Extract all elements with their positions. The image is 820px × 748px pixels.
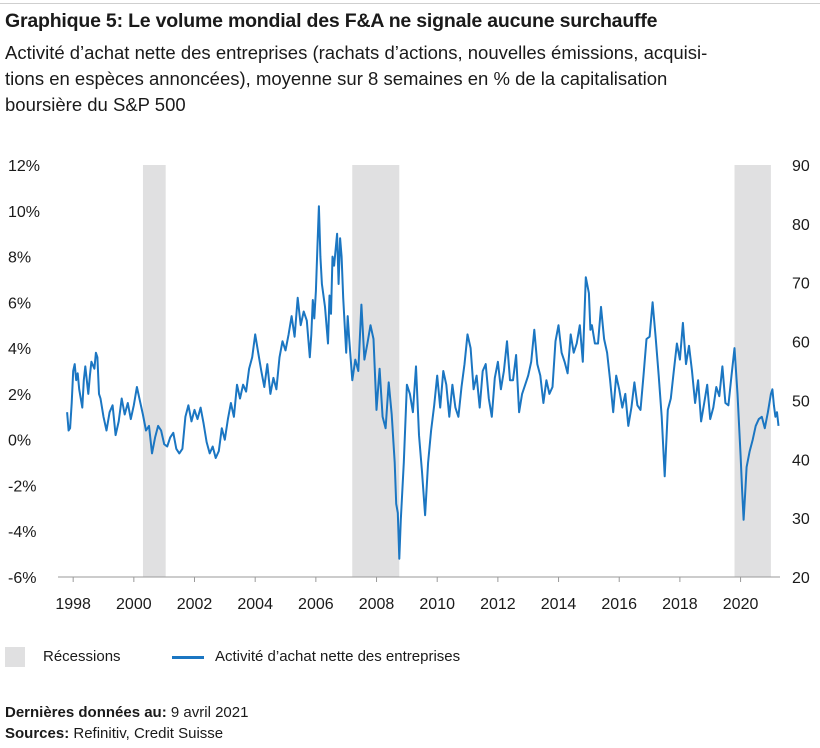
y-tick-label: -6% — [8, 570, 36, 587]
x-tick-label: 2002 — [177, 596, 213, 613]
chart-title: Graphique 5: Le volume mondial des F&A n… — [5, 10, 658, 32]
axes — [58, 576, 780, 582]
subtitle-line: tions en espèces annoncées), moyenne sur… — [5, 68, 668, 89]
x-tick-label: 2008 — [359, 596, 395, 613]
y-tick-label: 2% — [8, 387, 31, 404]
last-data-label: Dernières données au: — [5, 704, 167, 721]
legend-series-swatch — [172, 656, 204, 659]
y-tick-label: 10% — [8, 204, 40, 221]
y-right-tick-label: 40 — [792, 452, 810, 469]
y-right-tick-label: 50 — [792, 393, 810, 410]
subtitle-line: Activité d’achat nette des entreprises (… — [5, 42, 708, 63]
recession-band — [734, 165, 771, 577]
y-right-tick-label: 90 — [792, 158, 810, 175]
legend-recession-label: Récessions — [43, 648, 121, 665]
y-tick-label: 12% — [8, 158, 40, 175]
x-tick-label: 2010 — [419, 596, 455, 613]
recession-bands — [142, 165, 771, 577]
legend-recession-swatch — [5, 647, 25, 667]
y-right-tick-label: 30 — [792, 511, 810, 528]
subtitle-line: boursière du S&P 500 — [5, 94, 186, 115]
y-tick-label: 8% — [8, 250, 31, 267]
recession-band — [142, 165, 166, 577]
x-tick-label: 2018 — [662, 596, 698, 613]
sources-note: Sources: Refinitiv, Credit Suisse — [5, 725, 223, 742]
x-tick-label: 2016 — [601, 596, 637, 613]
chart-subtitle: Activité d’achat nette des entreprises (… — [5, 40, 805, 118]
x-tick-label: 2004 — [237, 596, 273, 613]
y-tick-label: -2% — [8, 478, 36, 495]
y-tick-label: 4% — [8, 341, 31, 358]
last-data-note: Dernières données au: 9 avril 2021 — [5, 704, 248, 721]
y-right-tick-label: 60 — [792, 335, 810, 352]
x-tick-label: 2000 — [116, 596, 152, 613]
series-line-net-purchase-activity — [66, 205, 780, 560]
y-tick-label: 0% — [8, 433, 31, 450]
legend-series-label: Activité d’achat nette des entreprises — [215, 648, 461, 665]
sources-value: Refinitiv, Credit Suisse — [73, 725, 224, 742]
x-tick-label: 2006 — [298, 596, 334, 613]
line-chart: 1998 2000 2002 2004 2006 2008 2010 2012 2014 2016… — [8, 158, 810, 613]
y-tick-label: 6% — [8, 295, 31, 312]
x-tick-label: 2012 — [480, 596, 516, 613]
tick-labels: 1998 2000 2002 2004 2006 2008 2010 2012 2014 2016… — [8, 158, 810, 613]
x-tick-label: 2020 — [723, 596, 759, 613]
y-tick-label: -4% — [8, 524, 36, 541]
series-layer — [66, 205, 780, 560]
x-tick-label: 2014 — [541, 596, 577, 613]
last-data-value: 9 avril 2021 — [170, 704, 249, 721]
sources-label: Sources: — [5, 725, 70, 742]
x-tick-label: 1998 — [55, 596, 91, 613]
y-right-tick-label: 70 — [792, 276, 810, 293]
y-right-tick-label: 80 — [792, 217, 810, 234]
top-rule — [0, 3, 820, 4]
y-right-tick-label: 20 — [792, 570, 810, 587]
